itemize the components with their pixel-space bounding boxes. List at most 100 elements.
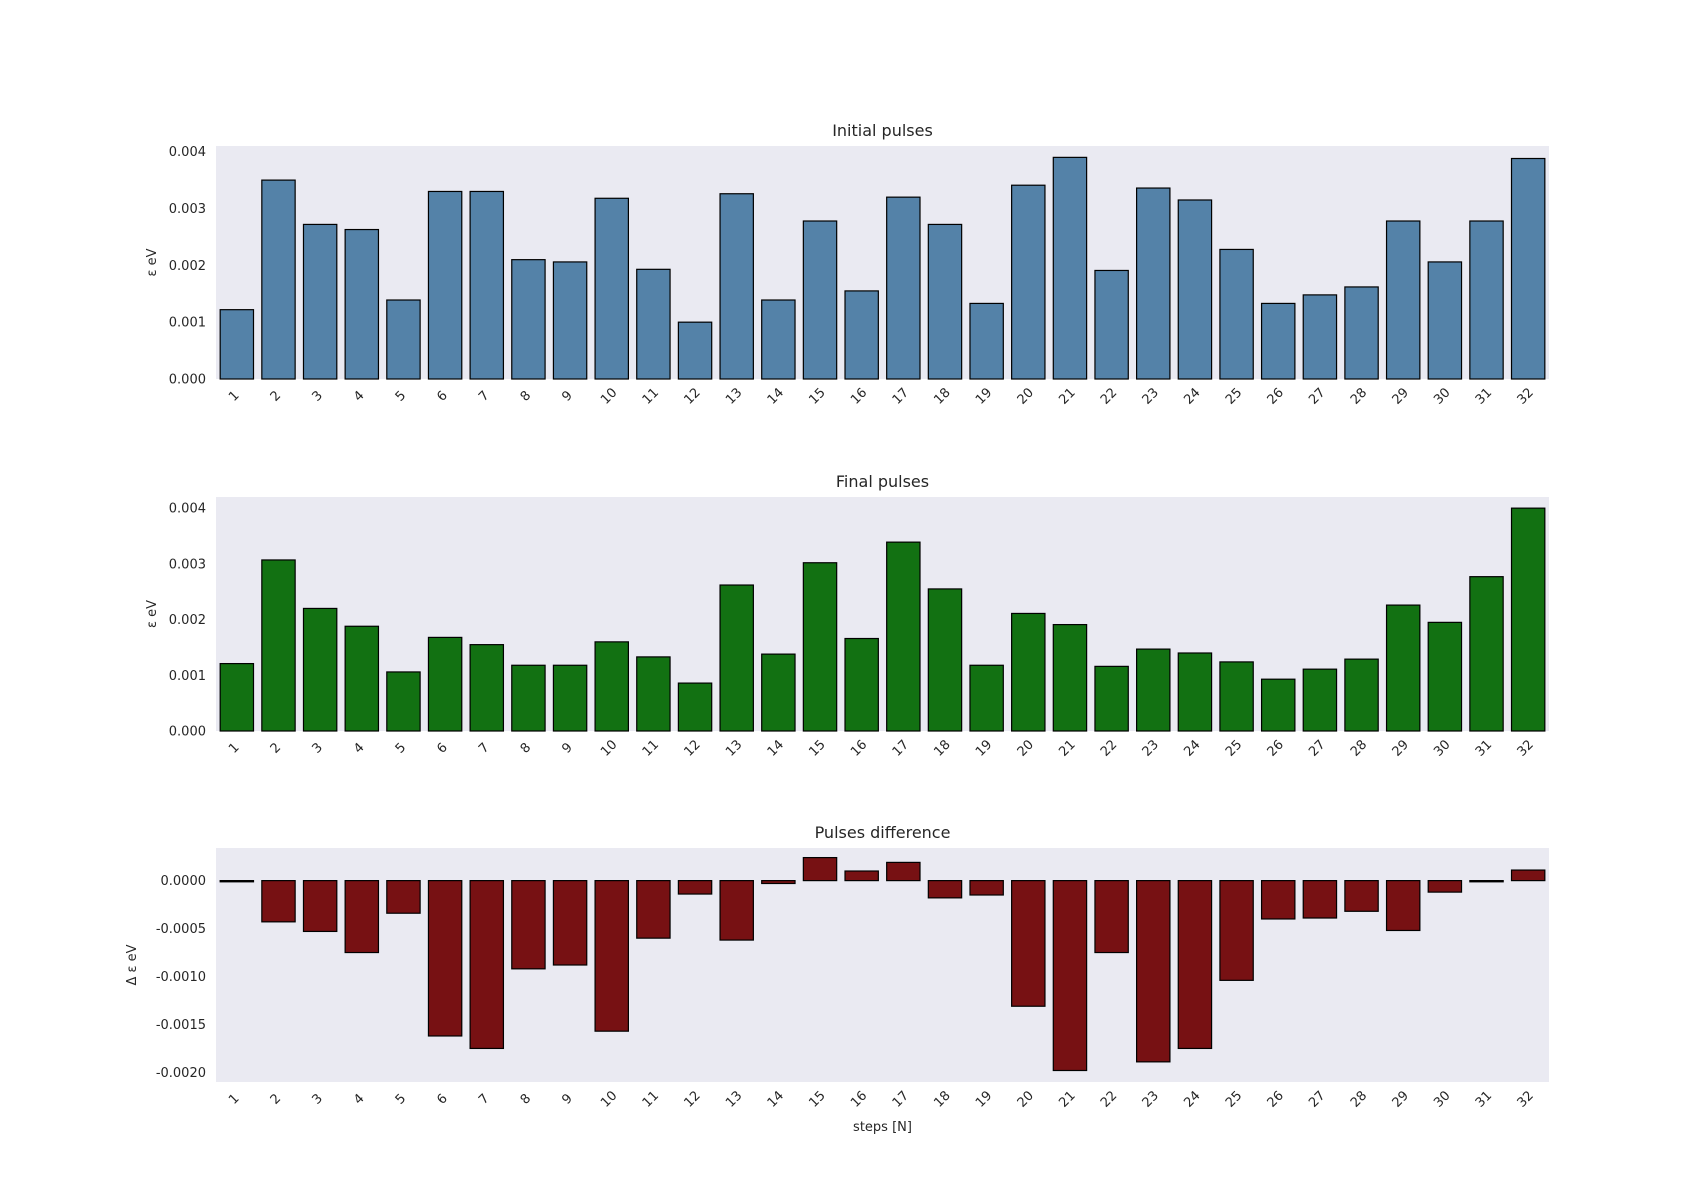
x-tick-label: 6: [434, 388, 450, 404]
bar-11: [636, 880, 671, 939]
bar-20: [1011, 880, 1046, 1007]
x-tick-label: 25: [1223, 1088, 1245, 1110]
x-tick-label: 18: [931, 1088, 953, 1110]
x-tick-label: 13: [723, 737, 745, 759]
x-tick-label: 22: [1098, 737, 1120, 759]
x-tick-label: 23: [1140, 737, 1162, 759]
x-tick-label: 5: [393, 388, 409, 404]
x-tick-label: 28: [1348, 737, 1370, 759]
x-tick-label: 10: [598, 385, 620, 407]
x-tick-label: 14: [765, 385, 787, 407]
x-tick-label: 11: [640, 385, 662, 407]
x-tick-label: 31: [1473, 385, 1495, 407]
bar-30: [1427, 880, 1463, 893]
x-tick-label: 16: [848, 385, 870, 407]
x-tick-label: 2: [268, 740, 284, 756]
x-tick-label: 11: [640, 1088, 662, 1110]
x-tick-label: 3: [309, 388, 325, 404]
x-tick-label: 8: [518, 388, 534, 404]
bar-14: [761, 299, 796, 380]
bar-22: [1094, 665, 1129, 732]
bar-26: [1260, 302, 1296, 380]
x-tick-label: 30: [1431, 385, 1453, 407]
x-tick-label: 30: [1431, 1088, 1453, 1110]
bar-26: [1260, 678, 1296, 732]
bar-31: [1469, 576, 1504, 732]
bar-23: [1135, 880, 1171, 1063]
x-tick-label: 9: [559, 388, 575, 404]
bar-13: [719, 584, 754, 732]
bar-10: [594, 641, 630, 732]
y-tick-label: 0.000: [169, 373, 206, 388]
x-tick-label: 1: [226, 1091, 242, 1107]
bar-12: [677, 321, 713, 380]
bar-24: [1177, 199, 1213, 380]
x-tick-label: 3: [309, 1091, 325, 1107]
bar-7: [469, 880, 505, 1050]
bar-31: [1469, 220, 1504, 380]
bar-24: [1177, 880, 1213, 1050]
bar-15: [802, 220, 838, 380]
x-tick-label: 17: [890, 385, 912, 407]
x-tick-label: 27: [1306, 385, 1328, 407]
bar-4: [344, 625, 380, 732]
y-tick-label: -0.0015: [156, 1018, 206, 1033]
bar-10: [594, 880, 630, 1032]
bar-16: [844, 870, 879, 882]
x-tick-label: 16: [848, 1088, 870, 1110]
bar-5: [386, 671, 421, 732]
x-tick-label: 29: [1390, 385, 1412, 407]
bar-10: [594, 197, 630, 380]
bar-25: [1219, 880, 1254, 981]
bar-20: [1011, 184, 1046, 380]
bar-2: [261, 880, 296, 923]
x-tick-label: 22: [1098, 385, 1120, 407]
chart-title: Final pulses: [836, 472, 929, 491]
y-tick-label: 0.004: [169, 502, 206, 517]
x-tick-label: 23: [1140, 385, 1162, 407]
x-tick-label: 21: [1056, 385, 1078, 407]
bar-27: [1302, 294, 1338, 380]
bar-19: [969, 302, 1004, 380]
y-axis-label: ε eV: [145, 248, 160, 276]
x-tick-label: 17: [890, 1088, 912, 1110]
x-tick-label: 22: [1098, 1088, 1120, 1110]
bar-29: [1385, 880, 1421, 932]
bar-29: [1385, 220, 1421, 380]
bar-31: [1469, 880, 1504, 883]
bar-8: [511, 880, 546, 970]
bar-20: [1011, 612, 1046, 732]
bar-21: [1052, 156, 1088, 380]
y-tick-label: 0.000: [169, 725, 206, 740]
x-tick-label: 7: [476, 1091, 492, 1107]
x-tick-label: 18: [931, 385, 953, 407]
bar-5: [386, 299, 421, 380]
x-tick-label: 12: [681, 385, 703, 407]
x-tick-label: 2: [268, 388, 284, 404]
bar-18: [927, 223, 963, 380]
x-axis-label: steps [N]: [853, 1120, 912, 1135]
y-tick-label: -0.0020: [156, 1066, 206, 1081]
bar-2: [261, 559, 296, 732]
bar-3: [302, 223, 338, 380]
x-tick-label: 26: [1265, 385, 1287, 407]
bar-16: [844, 637, 879, 732]
y-tick-label: 0.003: [169, 557, 206, 572]
x-tick-label: 26: [1265, 737, 1287, 759]
x-tick-label: 6: [434, 740, 450, 756]
bar-25: [1219, 248, 1254, 380]
bar-13: [719, 193, 754, 380]
bar-29: [1385, 604, 1421, 732]
y-axis-label: Δ ε eV: [125, 944, 140, 985]
x-tick-label: 23: [1140, 1088, 1162, 1110]
x-tick-label: 1: [226, 388, 242, 404]
x-tick-label: 20: [1015, 1088, 1037, 1110]
bar-12: [677, 880, 713, 895]
bar-3: [302, 607, 338, 732]
x-tick-label: 17: [890, 737, 912, 759]
x-tick-label: 24: [1181, 385, 1203, 407]
x-tick-label: 12: [681, 1088, 703, 1110]
y-tick-label: 0.002: [169, 613, 206, 628]
